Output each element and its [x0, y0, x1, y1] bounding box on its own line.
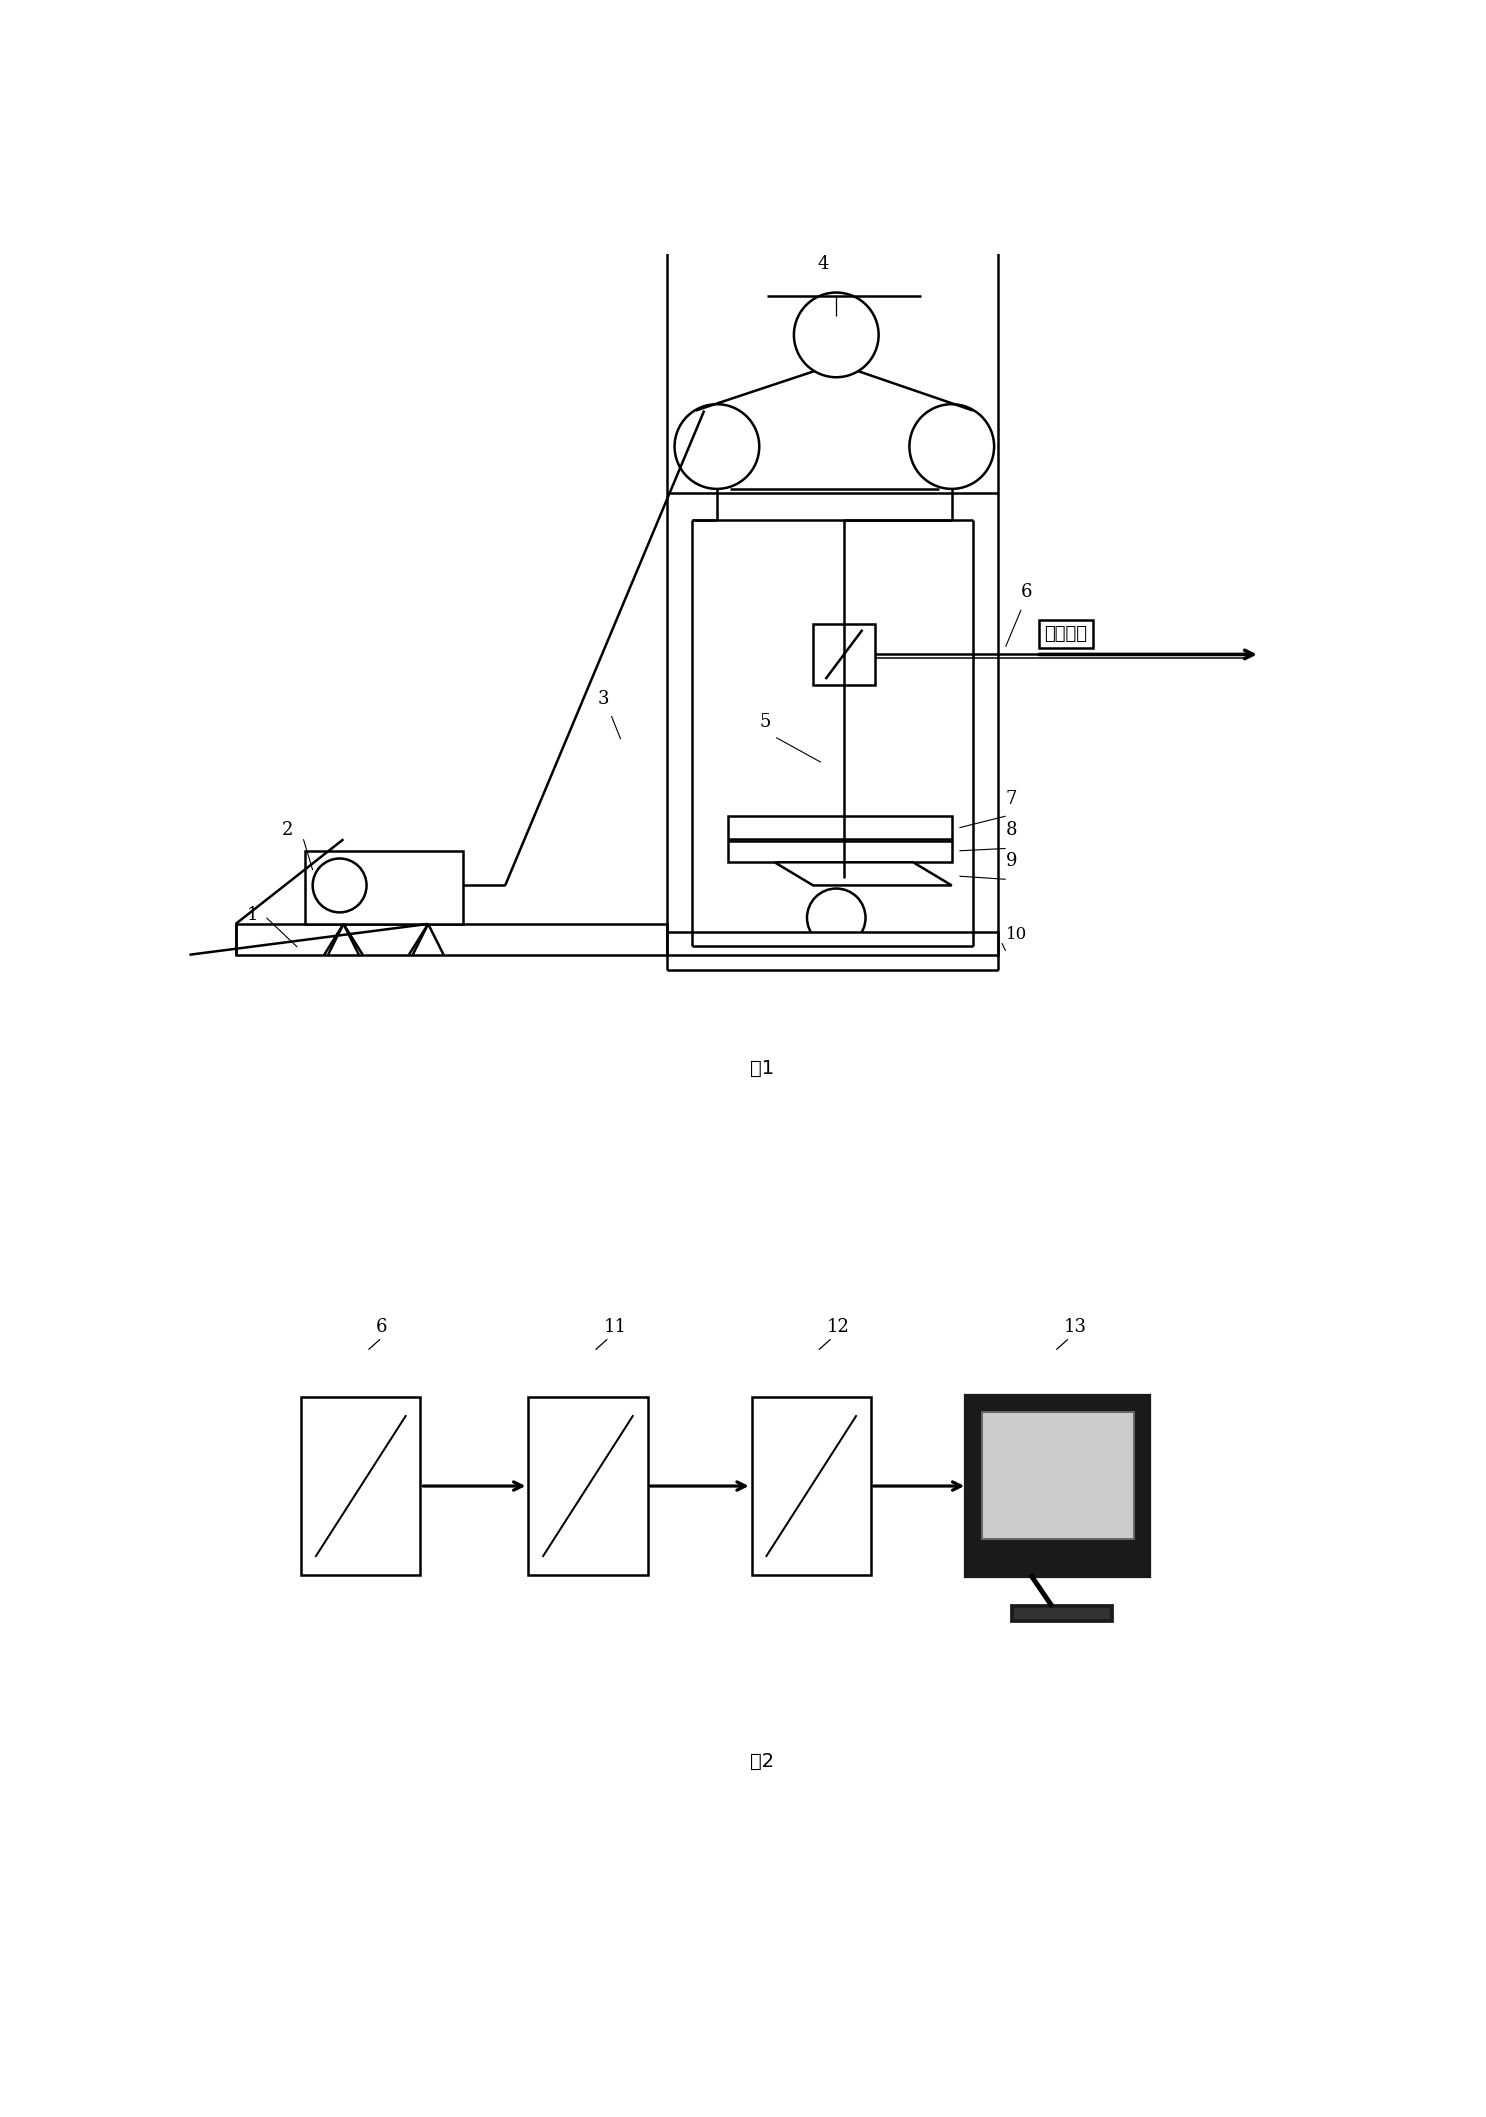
Text: 5: 5	[759, 713, 771, 732]
Bar	[813, 625, 875, 686]
Text: 10: 10	[1006, 927, 1027, 944]
Bar	[305, 851, 462, 923]
Circle shape	[794, 292, 878, 377]
Bar	[982, 1412, 1134, 1539]
Text: 3: 3	[597, 690, 609, 709]
Text: 2: 2	[282, 821, 293, 838]
Text: 图2: 图2	[749, 1753, 774, 1772]
Bar	[728, 817, 951, 838]
Text: 6: 6	[1021, 582, 1033, 601]
Circle shape	[909, 404, 994, 489]
Polygon shape	[774, 862, 951, 885]
Text: 11: 11	[603, 1319, 626, 1336]
Circle shape	[807, 889, 865, 946]
Text: 9: 9	[1006, 851, 1016, 870]
Text: 图1: 图1	[749, 1058, 774, 1078]
Text: 数据采集: 数据采集	[1045, 625, 1088, 644]
Circle shape	[312, 860, 367, 912]
Text: 8: 8	[1006, 821, 1016, 838]
Text: 12: 12	[826, 1319, 850, 1336]
Circle shape	[675, 404, 759, 489]
Bar	[1012, 1607, 1112, 1622]
Bar	[752, 1397, 871, 1575]
Bar	[302, 1397, 421, 1575]
Text: 13: 13	[1064, 1319, 1086, 1336]
Bar	[236, 923, 667, 955]
Bar	[728, 840, 951, 862]
Text: 7: 7	[1006, 790, 1016, 809]
Bar	[528, 1397, 648, 1575]
Bar	[967, 1397, 1149, 1575]
Bar	[667, 931, 999, 955]
Text: 6: 6	[376, 1319, 388, 1336]
Text: 4: 4	[817, 256, 828, 273]
Text: 1: 1	[247, 906, 259, 923]
